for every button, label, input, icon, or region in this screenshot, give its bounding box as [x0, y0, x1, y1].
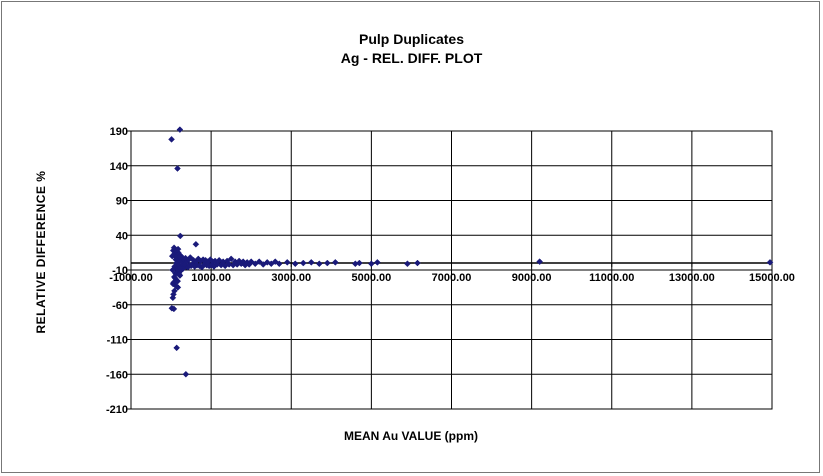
data-point — [374, 259, 381, 266]
y-tick-label: 140 — [110, 161, 128, 173]
x-tick-label: 15000.00 — [749, 272, 795, 284]
data-point — [323, 259, 331, 267]
data-point — [168, 135, 175, 143]
y-tick-label: 190 — [110, 126, 128, 138]
x-tick-label: 11000.00 — [589, 272, 634, 284]
x-tick-label: 7000.00 — [432, 272, 472, 284]
data-point — [315, 260, 323, 268]
data-point — [174, 165, 181, 172]
data-point — [170, 305, 178, 313]
x-tick-label: 9000.00 — [512, 272, 552, 284]
chart-title: Pulp Duplicates — [358, 31, 465, 47]
x-tick-label: -1000.00 — [109, 272, 152, 284]
data-point — [404, 260, 411, 268]
data-point — [176, 253, 184, 261]
y-tick-label: 40 — [116, 230, 128, 242]
data-point — [171, 287, 178, 295]
data-point — [172, 282, 180, 290]
data-point — [283, 259, 291, 266]
x-tick-label: 13000.00 — [669, 272, 715, 284]
data-point — [536, 258, 543, 266]
x-tick-label: 3000.00 — [271, 272, 311, 284]
data-point — [176, 232, 184, 240]
data-point — [331, 259, 339, 266]
data-point — [192, 240, 200, 248]
data-point — [275, 260, 283, 268]
data-point — [299, 259, 307, 267]
data-point — [182, 370, 190, 378]
data-point — [227, 255, 235, 263]
data-point — [255, 258, 263, 266]
data-point — [307, 259, 315, 266]
data-point — [176, 126, 184, 133]
x-tick-label: 5000.00 — [351, 272, 391, 284]
data-point — [291, 260, 299, 268]
data-point — [356, 259, 363, 267]
data-point — [368, 260, 375, 268]
chart-subtitle: Ag - REL. DIFF. PLOT — [340, 50, 483, 66]
y-tick-label: -60 — [112, 300, 128, 312]
y-tick-label: -160 — [106, 369, 128, 381]
x-tick-label: 1000.00 — [191, 272, 231, 284]
y-tick-label: 90 — [116, 196, 128, 208]
x-axis-label: MEAN Au VALUE (ppm) — [344, 429, 478, 443]
y-tick-label: -10 — [112, 265, 128, 277]
data-point — [247, 258, 255, 266]
data-point — [414, 259, 421, 267]
data-point — [174, 277, 182, 285]
y-tick-label: -110 — [107, 335, 128, 347]
y-tick-label: -210 — [106, 404, 128, 416]
data-point — [766, 259, 774, 266]
data-point — [176, 264, 184, 272]
data-point — [175, 270, 183, 278]
data-point — [173, 344, 181, 352]
data-point — [169, 294, 177, 302]
